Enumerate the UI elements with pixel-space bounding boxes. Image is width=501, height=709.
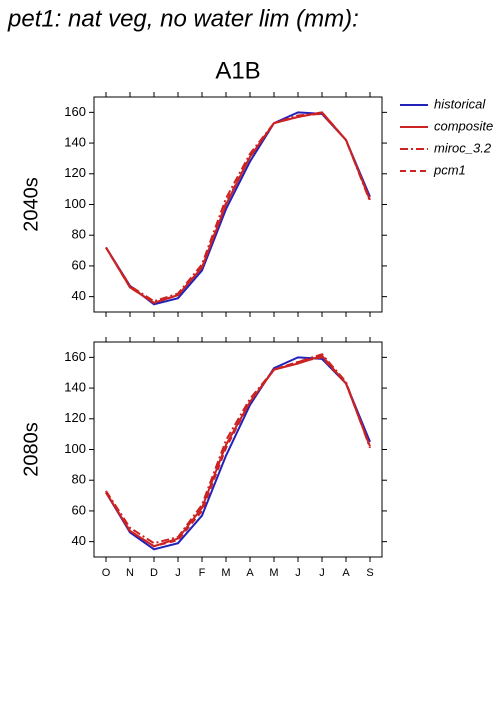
y-tick-label: 80 xyxy=(72,472,86,487)
y-tick-label: 60 xyxy=(72,502,86,517)
x-tick-label: J xyxy=(295,567,301,579)
y-tick-label: 40 xyxy=(72,533,86,548)
x-tick-label: F xyxy=(199,567,206,579)
x-tick-label: N xyxy=(126,567,134,579)
x-tick-label: D xyxy=(150,567,158,579)
legend-label: historical xyxy=(434,96,486,111)
series-line xyxy=(105,111,371,306)
x-tick-label: J xyxy=(175,567,181,579)
x-tick-label: A xyxy=(342,567,350,579)
panel-frame xyxy=(93,96,383,313)
x-tick-label: O xyxy=(102,567,111,579)
legend-label: pcm1 xyxy=(433,162,466,177)
chart-title: pet1: nat veg, no water lim (mm): xyxy=(7,5,359,32)
y-tick-label: 100 xyxy=(64,441,86,456)
y-tick-label: 120 xyxy=(64,410,86,425)
y-tick-label: 160 xyxy=(64,349,86,364)
series-line xyxy=(105,111,371,304)
x-tick-label: A xyxy=(246,567,254,579)
x-tick-label: J xyxy=(319,567,325,579)
series-line xyxy=(105,111,371,304)
y-tick-label: 120 xyxy=(64,165,86,180)
y-tick-label: 80 xyxy=(72,227,86,242)
series-line xyxy=(105,356,371,548)
y-tick-label: 60 xyxy=(72,257,86,272)
y-tick-label: 140 xyxy=(64,135,86,150)
series-line xyxy=(105,356,371,551)
row-label: 2080s xyxy=(20,422,42,477)
legend-label: miroc_3.2 xyxy=(434,140,492,155)
y-tick-label: 160 xyxy=(64,104,86,119)
x-tick-label: M xyxy=(269,567,278,579)
y-tick-label: 40 xyxy=(72,288,86,303)
series-line xyxy=(105,354,371,548)
row-label: 2040s xyxy=(20,177,42,232)
series-line xyxy=(105,353,371,545)
y-tick-label: 140 xyxy=(64,380,86,395)
column-title: A1B xyxy=(215,57,260,84)
series-line xyxy=(105,112,371,303)
x-tick-label: S xyxy=(366,567,373,579)
legend-label: composite xyxy=(434,118,493,133)
y-tick-label: 100 xyxy=(64,196,86,211)
x-tick-label: M xyxy=(221,567,230,579)
